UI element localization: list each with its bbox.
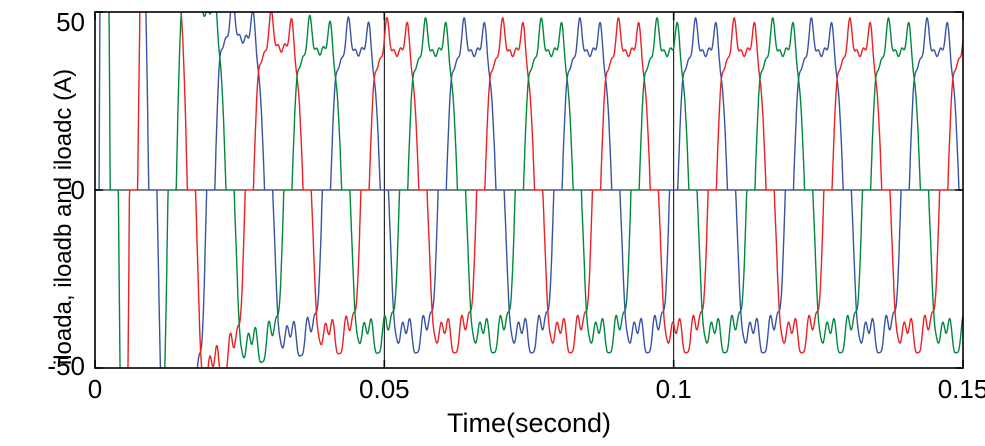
series-line-iloadc	[108, 12, 963, 368]
x-tick-label: 0.15	[938, 374, 985, 404]
y-tick-label: 0	[71, 175, 85, 205]
y-axis-label: iloada, iloadb and iloadc (A)	[50, 68, 77, 366]
y-tick-label: -50	[47, 351, 85, 381]
x-tick-label: 0.1	[656, 374, 692, 404]
plot-traces	[95, 12, 963, 368]
x-tick-label: 0.05	[359, 374, 410, 404]
series-line-iloada	[95, 12, 963, 368]
y-tick-label: 50	[56, 7, 85, 37]
x-axis-label: Time(second)	[446, 408, 612, 438]
x-tick-label: 0	[88, 374, 102, 404]
